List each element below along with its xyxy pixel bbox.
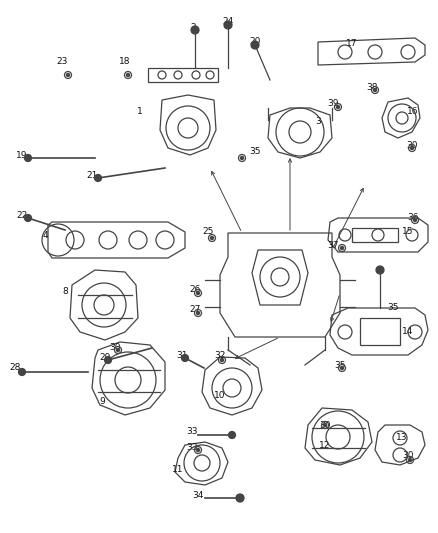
Text: 37: 37 (327, 240, 339, 249)
Text: 18: 18 (119, 58, 131, 67)
Circle shape (374, 88, 377, 92)
Circle shape (408, 458, 412, 462)
Text: 1: 1 (137, 108, 143, 117)
Text: 2: 2 (190, 23, 196, 33)
Circle shape (251, 41, 259, 49)
Circle shape (376, 266, 384, 274)
Text: 12: 12 (319, 440, 331, 449)
Text: 22: 22 (16, 211, 28, 220)
Text: 17: 17 (346, 39, 358, 49)
Circle shape (240, 156, 244, 159)
Text: 30: 30 (319, 421, 331, 430)
Text: 16: 16 (407, 108, 419, 117)
Circle shape (191, 26, 199, 34)
Circle shape (117, 349, 120, 352)
Text: 23: 23 (57, 58, 68, 67)
Text: 35: 35 (249, 148, 261, 157)
Text: 9: 9 (99, 398, 105, 407)
Text: 19: 19 (16, 150, 28, 159)
Text: 4: 4 (42, 230, 48, 239)
Text: 35: 35 (334, 360, 346, 369)
Text: 35: 35 (387, 303, 399, 312)
Text: 21: 21 (86, 171, 98, 180)
Circle shape (237, 495, 244, 502)
Text: 25: 25 (202, 228, 214, 237)
Text: 3: 3 (315, 117, 321, 126)
Text: 36: 36 (407, 213, 419, 222)
Circle shape (224, 21, 232, 29)
Text: 11: 11 (172, 465, 184, 474)
Text: 26: 26 (189, 286, 201, 295)
Circle shape (410, 147, 413, 150)
Text: 33: 33 (186, 443, 198, 453)
Circle shape (340, 366, 343, 369)
Text: 13: 13 (396, 433, 408, 442)
Text: 24: 24 (223, 18, 233, 27)
Text: 14: 14 (403, 327, 413, 336)
Circle shape (236, 494, 244, 502)
Text: 8: 8 (62, 287, 68, 296)
Circle shape (67, 74, 70, 77)
Text: 10: 10 (214, 391, 226, 400)
Circle shape (25, 155, 32, 161)
Circle shape (323, 423, 327, 426)
Circle shape (18, 368, 25, 376)
Circle shape (220, 358, 223, 361)
Circle shape (229, 432, 236, 439)
Circle shape (105, 357, 112, 364)
Circle shape (196, 311, 200, 314)
Text: 38: 38 (366, 83, 378, 92)
Circle shape (413, 219, 417, 222)
Text: 32: 32 (214, 351, 226, 359)
Circle shape (210, 237, 214, 239)
Circle shape (181, 354, 188, 361)
Circle shape (95, 174, 102, 182)
Circle shape (196, 292, 200, 295)
Text: 30: 30 (402, 450, 414, 459)
Circle shape (127, 74, 130, 77)
Circle shape (25, 214, 32, 222)
Text: 30: 30 (109, 343, 121, 352)
Text: 27: 27 (189, 305, 201, 314)
Text: 28: 28 (9, 364, 21, 373)
Text: 30: 30 (406, 141, 418, 149)
Circle shape (196, 448, 200, 451)
Circle shape (336, 106, 339, 109)
Circle shape (340, 246, 343, 249)
Text: 15: 15 (402, 228, 414, 237)
Text: 31: 31 (176, 351, 188, 359)
Text: 29: 29 (99, 353, 111, 362)
Text: 20: 20 (249, 37, 261, 46)
Text: 33: 33 (186, 427, 198, 437)
Text: 34: 34 (192, 490, 204, 499)
Text: 39: 39 (327, 100, 339, 109)
